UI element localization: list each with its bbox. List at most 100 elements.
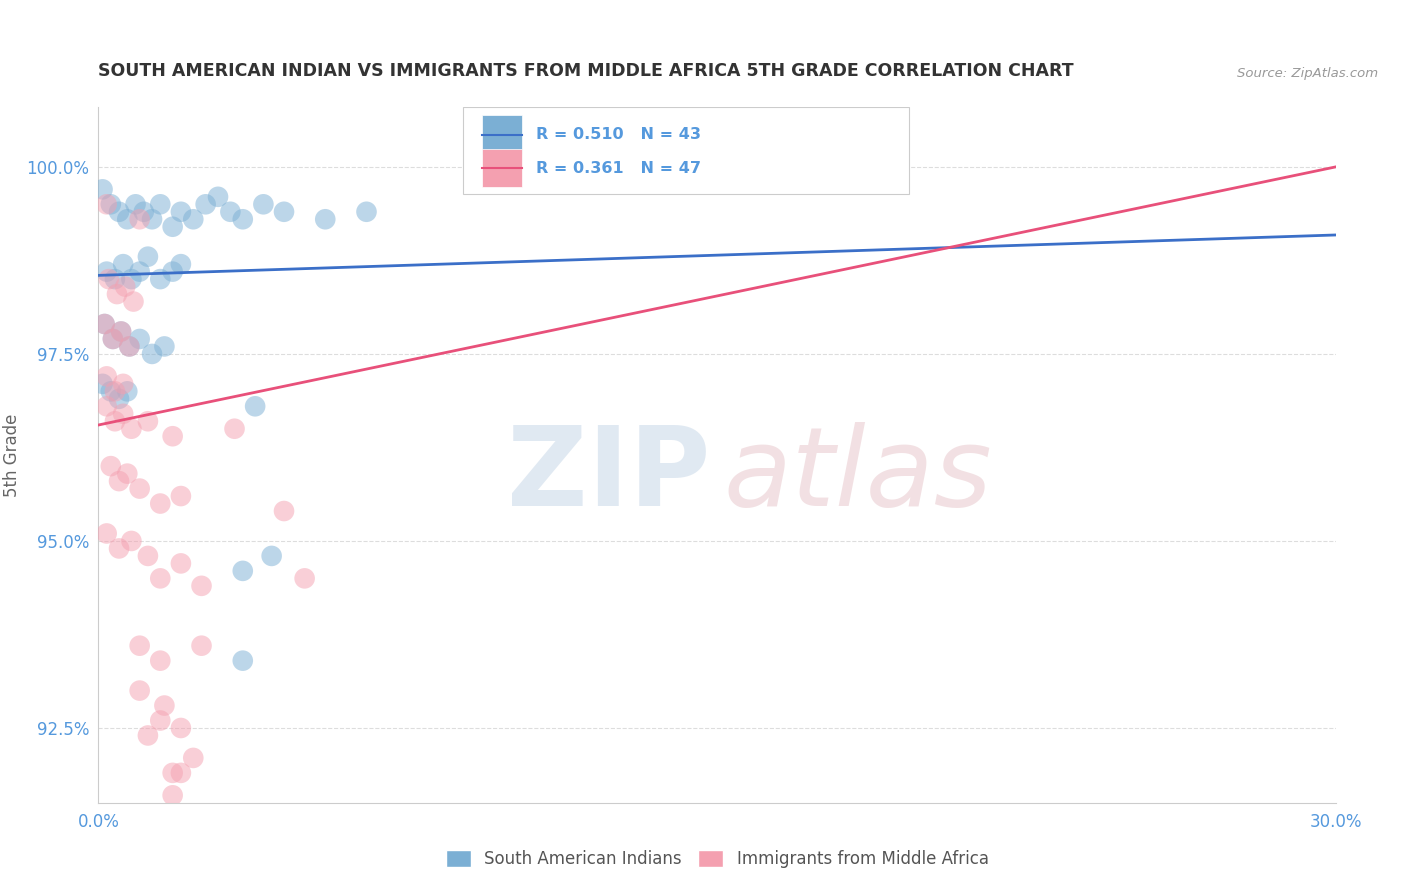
Point <box>112 257 135 271</box>
Point <box>149 497 172 511</box>
Point <box>219 204 242 219</box>
Text: Source: ZipAtlas.com: Source: ZipAtlas.com <box>1237 67 1378 80</box>
Point <box>232 212 254 227</box>
Point <box>100 459 122 474</box>
Point <box>232 654 254 668</box>
Point <box>136 549 159 563</box>
Point <box>190 639 212 653</box>
Point <box>136 250 159 264</box>
Point <box>132 204 155 219</box>
Point <box>181 212 204 227</box>
Point <box>181 751 204 765</box>
Point <box>124 197 146 211</box>
Point <box>96 399 118 413</box>
Point <box>170 721 193 735</box>
Point <box>96 197 118 211</box>
Point <box>149 571 172 585</box>
Bar <box>482 115 522 153</box>
Point <box>104 384 127 399</box>
Point <box>117 212 139 227</box>
Point <box>141 212 163 227</box>
Point <box>294 571 316 585</box>
Point <box>114 279 136 293</box>
Point <box>153 698 176 713</box>
Point <box>96 369 118 384</box>
Point <box>108 474 131 488</box>
Point <box>108 392 131 406</box>
Point <box>128 683 150 698</box>
Point <box>170 204 193 219</box>
Point <box>170 489 193 503</box>
Point <box>128 482 150 496</box>
Point <box>91 182 114 196</box>
Point <box>162 219 184 234</box>
Point <box>110 325 132 339</box>
Legend: South American Indians, Immigrants from Middle Africa: South American Indians, Immigrants from … <box>439 843 995 874</box>
Point <box>118 339 141 353</box>
Point <box>260 549 283 563</box>
Point <box>128 639 150 653</box>
Bar <box>482 149 522 187</box>
Point <box>101 332 124 346</box>
Point <box>162 429 184 443</box>
Point <box>314 212 336 227</box>
Y-axis label: 5th Grade: 5th Grade <box>3 413 21 497</box>
Point <box>122 294 145 309</box>
Point <box>120 272 142 286</box>
Point <box>153 339 176 353</box>
Point <box>252 197 274 211</box>
Point <box>170 557 193 571</box>
Point <box>101 332 124 346</box>
Point <box>170 765 193 780</box>
Point <box>194 197 217 211</box>
Point <box>118 339 141 353</box>
Point <box>100 197 122 211</box>
Point <box>149 272 172 286</box>
Point <box>162 265 184 279</box>
Point <box>224 422 246 436</box>
Point <box>190 579 212 593</box>
Point <box>149 654 172 668</box>
Text: atlas: atlas <box>723 422 991 529</box>
FancyBboxPatch shape <box>464 107 908 194</box>
Point <box>96 265 118 279</box>
Point <box>96 526 118 541</box>
Point <box>273 204 295 219</box>
Point <box>117 384 139 399</box>
Point <box>105 287 128 301</box>
Point <box>91 376 114 391</box>
Point <box>207 190 229 204</box>
Point <box>273 504 295 518</box>
Point <box>162 765 184 780</box>
Point <box>149 197 172 211</box>
Point <box>97 272 120 286</box>
Point <box>104 272 127 286</box>
Point <box>104 414 127 428</box>
Point <box>162 789 184 803</box>
Point <box>120 533 142 548</box>
Point <box>120 422 142 436</box>
Text: R = 0.510   N = 43: R = 0.510 N = 43 <box>537 127 702 142</box>
Point <box>100 384 122 399</box>
Text: R = 0.361   N = 47: R = 0.361 N = 47 <box>537 161 702 176</box>
Point <box>149 714 172 728</box>
Point <box>243 399 266 413</box>
Point <box>128 212 150 227</box>
Point <box>93 317 115 331</box>
Point <box>136 414 159 428</box>
Point <box>128 332 150 346</box>
Point <box>136 729 159 743</box>
Text: ZIP: ZIP <box>508 422 711 529</box>
Point <box>112 376 135 391</box>
Point <box>112 407 135 421</box>
Text: SOUTH AMERICAN INDIAN VS IMMIGRANTS FROM MIDDLE AFRICA 5TH GRADE CORRELATION CHA: SOUTH AMERICAN INDIAN VS IMMIGRANTS FROM… <box>98 62 1074 80</box>
Point <box>108 204 131 219</box>
Point <box>141 347 163 361</box>
Point <box>128 265 150 279</box>
Point <box>170 257 193 271</box>
Point <box>356 204 378 219</box>
Point <box>108 541 131 556</box>
Point <box>232 564 254 578</box>
Point <box>117 467 139 481</box>
Point <box>110 325 132 339</box>
